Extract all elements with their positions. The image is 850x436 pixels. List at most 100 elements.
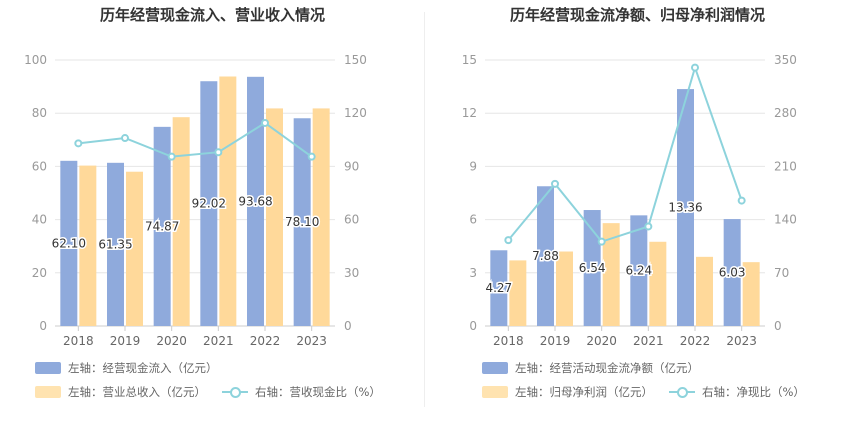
line-point xyxy=(214,148,223,157)
bar-revenue xyxy=(126,171,143,326)
y-left-tick-label: 0 xyxy=(469,319,477,333)
x-tick-label: 2023 xyxy=(296,334,327,348)
data-label: 78.10 xyxy=(285,215,319,229)
legend-line-swatch xyxy=(222,386,248,398)
legend-item-cash-inflow[interactable]: 左轴：经营现金流入（亿元） xyxy=(35,360,218,376)
bar-net-cash-flow xyxy=(630,215,648,326)
line-point xyxy=(737,196,746,205)
data-label: 13.36 xyxy=(668,201,702,215)
y-left-tick-label: 9 xyxy=(469,159,477,173)
bar-net-cash-flow xyxy=(490,250,508,326)
line-point xyxy=(551,179,559,188)
bar-net-cash-flow xyxy=(583,210,601,326)
y-right-tick-label: 210 xyxy=(774,159,797,173)
legend-label: 左轴：归母净利润（亿元） xyxy=(515,385,653,399)
legend-item-ratio[interactable]: 右轴：营收现金比（%） xyxy=(222,384,381,400)
bar-cash-inflow xyxy=(153,126,171,327)
data-label: 6.24 xyxy=(625,264,652,278)
chart-panel-right: 历年经营现金流净额、归母净利润情况 0 3 6 9 12 15 0 70 140 210 280 35… xyxy=(425,0,850,436)
y-right-tick-label: 350 xyxy=(774,53,797,67)
legend-item-net-profit[interactable]: 左轴：归母净利润（亿元） xyxy=(482,384,653,400)
y-left-tick-label: 40 xyxy=(32,213,47,227)
legend-item-revenue[interactable]: 左轴：营业总收入（亿元） xyxy=(35,384,206,400)
data-label: 74.87 xyxy=(145,219,179,233)
line-point xyxy=(167,152,176,161)
y-right-tick-label: 0 xyxy=(344,319,352,333)
y-right-tick-label: 60 xyxy=(344,213,359,227)
y-right-tick-label: 30 xyxy=(344,266,359,280)
x-tick-label: 2018 xyxy=(493,334,524,348)
x-tick-label: 2019 xyxy=(540,334,571,348)
legend-label: 右轴：营收现金比（%） xyxy=(255,385,381,399)
x-tick-label: 2023 xyxy=(726,334,757,348)
data-label: 7.88 xyxy=(532,249,559,263)
bar-net-profit xyxy=(602,223,620,326)
bar-net-cash-flow xyxy=(723,219,741,326)
bar-cash-inflow xyxy=(60,160,78,326)
legend-item-cash-ratio[interactable]: 右轴：净现比（%） xyxy=(669,384,805,400)
data-label: 6.03 xyxy=(719,266,746,280)
data-label: 6.54 xyxy=(579,261,606,275)
bar-net-cash-flow xyxy=(537,186,554,326)
line-cash-ratio xyxy=(507,64,743,243)
chart-svg-left: 0 20 40 60 80 100 0 30 60 90 120 150 2018 2019 2020 202… xyxy=(24,53,367,348)
bar-net-profit xyxy=(742,262,760,326)
y-right-tick-label: 70 xyxy=(774,266,789,280)
y-right-tick-label: 0 xyxy=(774,319,782,333)
data-label: 4.27 xyxy=(485,281,512,295)
bar-revenue xyxy=(312,108,330,326)
legend-swatch xyxy=(35,386,61,398)
x-tick-label: 2022 xyxy=(680,334,711,348)
legend-row-2: 左轴：营业总收入（亿元） 右轴：营收现金比（%） xyxy=(35,384,381,400)
bar-revenue xyxy=(219,76,237,326)
line-point xyxy=(691,63,699,72)
bar-net-cash-flow xyxy=(677,89,694,326)
y-right-tick-label: 120 xyxy=(344,106,367,120)
bar-revenue xyxy=(79,165,97,326)
y-left-tick-label: 12 xyxy=(462,106,477,120)
bar-cash-inflow xyxy=(293,118,311,326)
y-left-tick-label: 100 xyxy=(24,53,47,67)
data-label: 93.68 xyxy=(238,194,272,208)
bar-cash-inflow xyxy=(247,76,264,326)
x-tick-label: 2021 xyxy=(203,334,234,348)
line-point xyxy=(504,236,513,245)
legend-swatch xyxy=(35,362,61,374)
bar-net-profit xyxy=(696,256,713,326)
x-tick-label: 2020 xyxy=(156,334,187,348)
legend-label: 右轴：净现比（%） xyxy=(702,385,805,399)
x-tick-label: 2021 xyxy=(633,334,664,348)
y-left-tick-label: 15 xyxy=(462,53,477,67)
x-tick-label: 2020 xyxy=(586,334,617,348)
x-tick-label: 2019 xyxy=(110,334,141,348)
line-point xyxy=(307,152,316,161)
x-tick-label: 2018 xyxy=(63,334,94,348)
chart-title: 历年经营现金流净额、归母净利润情况 xyxy=(509,6,765,24)
legend-swatch xyxy=(482,386,508,398)
bar-revenue xyxy=(172,117,190,326)
line-point xyxy=(261,118,269,127)
y-right-tick-label: 90 xyxy=(344,159,359,173)
y-right-tick-label: 280 xyxy=(774,106,797,120)
panel-divider xyxy=(424,12,425,407)
bar-cash-inflow xyxy=(107,162,124,326)
line-point xyxy=(74,139,83,148)
x-tick-label: 2022 xyxy=(250,334,281,348)
bar-revenue xyxy=(266,108,283,326)
line-ratio xyxy=(78,121,313,158)
bar-cash-inflow xyxy=(200,81,218,326)
data-label: 92.02 xyxy=(192,197,226,211)
legend-item-net-cash-flow[interactable]: 左轴：经营活动现金流净额（亿元） xyxy=(482,360,699,376)
legend-label: 左轴：经营活动现金流净额（亿元） xyxy=(515,361,699,375)
data-label: 61.35 xyxy=(98,237,132,251)
bar-net-profit xyxy=(649,241,667,326)
legend-line-swatch xyxy=(669,386,695,398)
data-label: 62.10 xyxy=(52,236,86,250)
chart-panel-left: 历年经营现金流入、营业收入情况 0 20 40 60 80 100 0 30 60 90 120 15… xyxy=(24,6,381,400)
line-point xyxy=(121,134,129,143)
y-left-tick-label: 6 xyxy=(469,213,477,227)
y-left-tick-label: 80 xyxy=(32,106,47,120)
bar-net-profit xyxy=(509,260,527,326)
legend-label: 左轴：经营现金流入（亿元） xyxy=(68,361,218,375)
legend-label: 左轴：营业总收入（亿元） xyxy=(68,385,206,399)
